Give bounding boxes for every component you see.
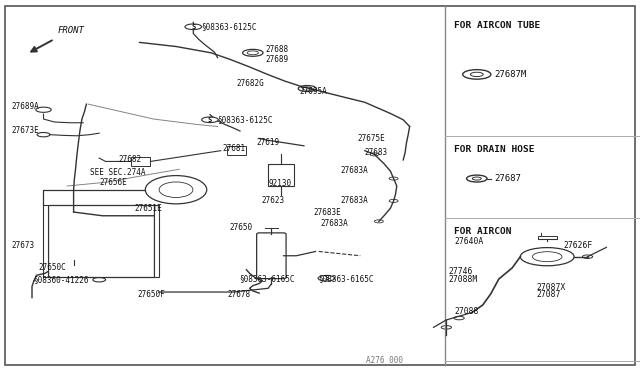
Text: 27683E: 27683E: [314, 208, 341, 217]
Text: 27650C: 27650C: [38, 263, 66, 272]
Text: 27689: 27689: [266, 55, 289, 64]
Text: 27088M: 27088M: [448, 275, 477, 283]
Text: 27682: 27682: [118, 155, 141, 164]
Text: 27673: 27673: [12, 241, 35, 250]
Text: FOR AIRCON TUBE: FOR AIRCON TUBE: [454, 21, 541, 30]
Text: 27673E: 27673E: [12, 126, 39, 135]
Text: §08363-6165C: §08363-6165C: [319, 274, 374, 283]
Text: 27626F: 27626F: [563, 241, 593, 250]
Text: §08360-41226: §08360-41226: [33, 275, 89, 284]
Text: FOR AIRCON: FOR AIRCON: [454, 227, 512, 236]
Ellipse shape: [202, 117, 218, 123]
Text: §08363-6125C: §08363-6125C: [202, 22, 257, 31]
Text: 27681: 27681: [223, 144, 246, 153]
Text: 27687M: 27687M: [494, 70, 526, 79]
Text: 92130: 92130: [269, 179, 292, 187]
Text: S: S: [208, 117, 212, 123]
Text: 27623: 27623: [261, 196, 284, 205]
Text: 27640A: 27640A: [454, 237, 484, 246]
Text: §08363-6165C: §08363-6165C: [239, 274, 294, 283]
Bar: [154, 205, 159, 277]
Text: 27678: 27678: [227, 290, 250, 299]
Text: FRONT: FRONT: [58, 26, 84, 35]
Text: 27675E: 27675E: [357, 134, 385, 143]
Text: 27746: 27746: [448, 267, 472, 276]
Text: FOR DRAIN HOSE: FOR DRAIN HOSE: [454, 145, 535, 154]
Text: 27095A: 27095A: [300, 87, 327, 96]
Text: 27650: 27650: [229, 223, 252, 232]
Text: S: S: [191, 24, 195, 30]
Text: 27651E: 27651E: [134, 204, 162, 213]
Bar: [48, 205, 154, 277]
Text: 27682G: 27682G: [237, 79, 264, 88]
Text: 27688: 27688: [266, 45, 289, 54]
Text: 27656E: 27656E: [99, 178, 127, 187]
Text: 27689A: 27689A: [12, 102, 39, 110]
Ellipse shape: [318, 275, 335, 281]
Text: 27087: 27087: [536, 290, 561, 299]
Text: 27087X: 27087X: [536, 283, 566, 292]
Text: 27650F: 27650F: [138, 290, 165, 299]
Bar: [268, 164, 294, 186]
Text: 27687: 27687: [494, 174, 521, 183]
Text: §08363-6125C: §08363-6125C: [218, 115, 273, 124]
Ellipse shape: [185, 24, 202, 30]
FancyBboxPatch shape: [257, 233, 286, 279]
Text: 27683A: 27683A: [340, 196, 368, 205]
Text: 27619: 27619: [256, 138, 279, 147]
Bar: [131, 157, 150, 166]
Text: 27683: 27683: [365, 148, 388, 157]
Bar: [227, 146, 246, 155]
Text: SEE SEC.274A: SEE SEC.274A: [90, 169, 145, 177]
Text: 27683A: 27683A: [320, 219, 348, 228]
Text: 27088: 27088: [454, 307, 479, 316]
Ellipse shape: [145, 176, 207, 204]
Bar: [43, 205, 48, 277]
Text: A276 000: A276 000: [366, 356, 403, 365]
Text: S: S: [324, 275, 328, 281]
Ellipse shape: [159, 182, 193, 198]
Text: 27683A: 27683A: [340, 166, 368, 175]
